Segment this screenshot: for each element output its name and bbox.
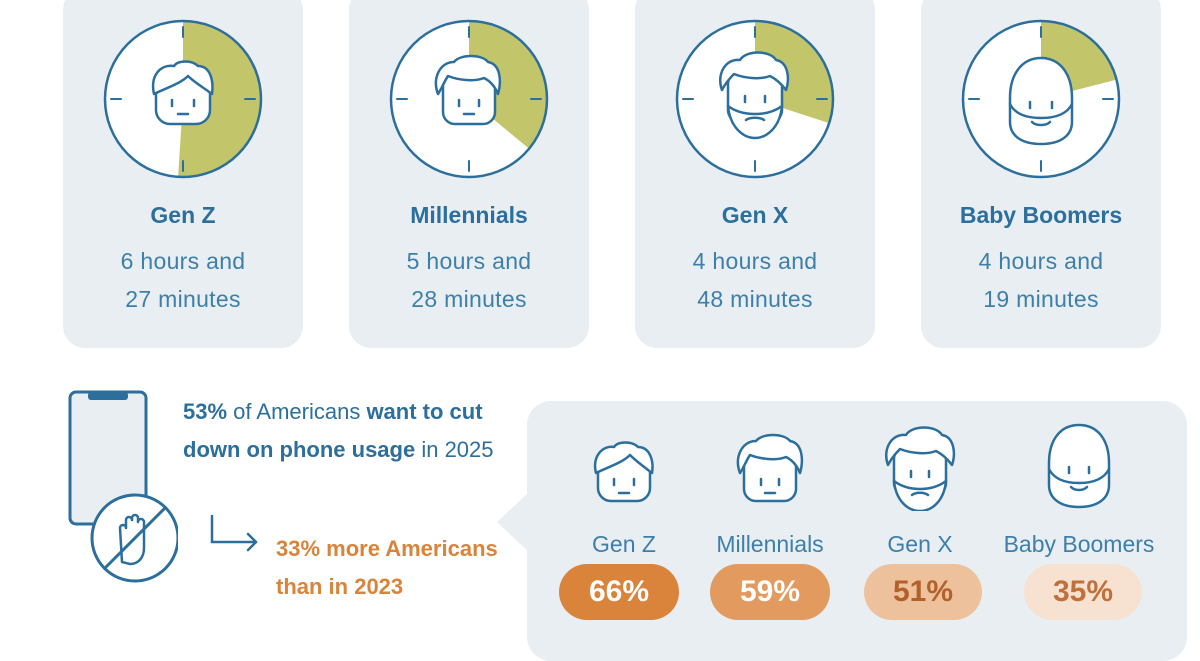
- card-title: Millennials: [410, 202, 528, 228]
- clock-face-icon: [675, 19, 835, 179]
- gen-z-face-icon: [593, 441, 654, 503]
- card-title: Gen Z: [150, 202, 216, 228]
- card-millennials: Millennials 5 hours and 28 minutes: [349, 0, 589, 348]
- gen-item-gen-z: Gen Z 66%: [549, 401, 699, 620]
- millennial-face-icon: [736, 433, 804, 503]
- clock-wedge: [178, 21, 261, 177]
- stat-highlight: want to cut down on phone usage: [183, 399, 483, 462]
- cut-down-panel: Gen Z 66% Millennials 59% Gen X 51%: [527, 401, 1187, 661]
- clock-face-icon: [961, 19, 1121, 179]
- card-time-line2: 19 minutes: [983, 286, 1099, 312]
- stat-text-part: of Americans: [227, 399, 367, 424]
- stat-text: 53% of Americans want to cut down on pho…: [183, 393, 503, 469]
- cut-down-pill: 66%: [559, 564, 679, 620]
- clock-face-icon: [103, 19, 263, 179]
- cut-down-pill: 51%: [864, 564, 982, 620]
- card-gen-z: Gen Z 6 hours and 27 minutes: [63, 0, 303, 348]
- clock-wedge: [469, 21, 548, 149]
- card-title: Baby Boomers: [959, 202, 1123, 228]
- stat-year: in 2025: [415, 437, 494, 462]
- card-time-line2: 27 minutes: [125, 286, 241, 312]
- gen-item-baby-boomers: Baby Boomers 35%: [1004, 401, 1154, 620]
- card-gen-x: Gen X 4 hours and 48 minutes: [635, 0, 875, 348]
- card-title: Gen X: [721, 202, 789, 228]
- card-time-line2: 28 minutes: [411, 286, 527, 312]
- cut-down-pill: 59%: [710, 564, 830, 620]
- gen-label: Millennials: [716, 531, 824, 557]
- gen-item-gen-x: Gen X 51%: [845, 401, 995, 620]
- cut-down-pill: 35%: [1024, 564, 1142, 620]
- gen-x-face-icon: [885, 426, 956, 511]
- arrow-right-icon: [210, 514, 258, 552]
- card-time-line1: 4 hours and: [692, 248, 818, 274]
- card-time-line1: 4 hours and: [978, 248, 1104, 274]
- followup-text: 33% more Americans than in 2023: [276, 536, 498, 599]
- card-baby-boomers: Baby Boomers 4 hours and 19 minutes: [921, 0, 1161, 348]
- phone-no-touch-icon: [68, 390, 178, 583]
- clock-face-icon: [389, 19, 549, 179]
- gen-label: Gen Z: [592, 531, 656, 557]
- stat-percent: 53%: [183, 399, 228, 424]
- gen-label: Baby Boomers: [1003, 531, 1155, 557]
- card-time-line2: 48 minutes: [697, 286, 813, 312]
- baby-boomer-face-icon: [1047, 423, 1111, 509]
- card-time-line1: 5 hours and: [406, 248, 532, 274]
- gen-item-millennials: Millennials 59%: [695, 401, 845, 620]
- panel-pointer: [497, 492, 529, 552]
- card-time-line1: 6 hours and: [120, 248, 246, 274]
- gen-label: Gen X: [887, 531, 953, 557]
